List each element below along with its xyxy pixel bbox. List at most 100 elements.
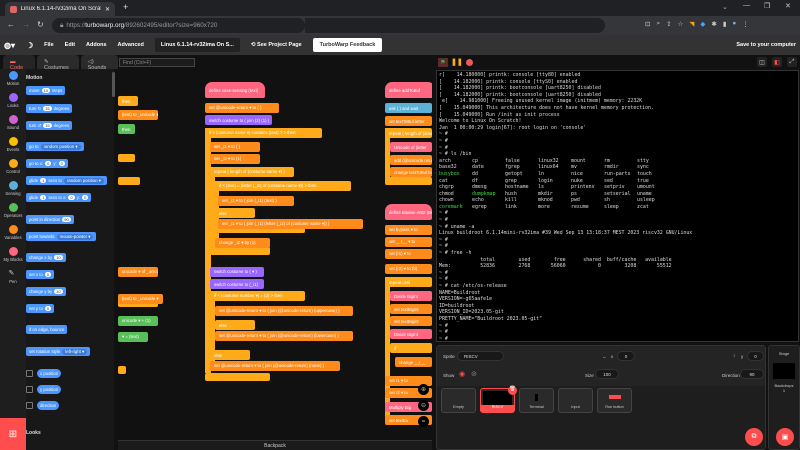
code-block[interactable]: set _i1 ▾ to ( join (_i1) (letter (_i2) … (218, 219, 363, 229)
palette-scrollbar[interactable] (112, 72, 115, 97)
category-events[interactable]: Events (0, 135, 26, 157)
code-block[interactable]: set _i1 ▾ to ( join (_i1) (text) ) (218, 196, 294, 206)
code-block[interactable]: set @unicode-return ▾ to ( join (@unicod… (215, 331, 353, 341)
stage-terminal-output[interactable]: r[ 14.180000] printk: console [tty80] en… (436, 70, 799, 342)
restore-icon[interactable]: ❐ (764, 3, 771, 10)
palette-block[interactable]: turn ↺ 15 degrees (26, 121, 73, 130)
menu-advanced[interactable]: Advanced (117, 42, 144, 48)
code-block[interactable]: set textBigint (390, 304, 432, 314)
reporter-checkbox[interactable] (26, 402, 33, 409)
code-workspace[interactable]: define case-sensing (text) set @unicode-r… (118, 69, 432, 440)
code-block[interactable]: unicode ▾ of _unicode ▾ (118, 267, 158, 277)
small-stage-button[interactable]: ◫ (757, 57, 767, 67)
block-input[interactable]: 10 (54, 255, 63, 260)
code-block[interactable]: set r1 ▾ to (385, 376, 432, 386)
reporter-checkbox[interactable] (26, 386, 33, 393)
code-block[interactable]: else (215, 208, 255, 218)
category-control[interactable]: Control (0, 157, 26, 179)
category-sound[interactable]: Sound (0, 113, 26, 135)
code-block[interactable]: set (r1) ▾ to (385, 249, 432, 259)
palette-block[interactable]: glide 1 secs to x: 0 y: 0 (26, 193, 92, 202)
sprite-tile[interactable]: Input (558, 388, 593, 413)
code-block[interactable]: set _i2 ▾ to (1) (210, 154, 260, 164)
new-tab-icon[interactable]: + (123, 2, 129, 12)
category-looks[interactable]: Looks (0, 91, 26, 113)
category-my-blocks[interactable]: My Blocks (0, 245, 26, 267)
block-input[interactable]: 0 (68, 195, 75, 200)
reporter-checkbox[interactable] (26, 370, 33, 377)
code-block[interactable]: (text) to _unicode ▾ (118, 110, 158, 120)
block-input[interactable]: 15 (43, 123, 52, 128)
block-input[interactable]: 10 (41, 88, 50, 93)
palette-block[interactable]: go to random position ▾ (26, 142, 84, 151)
address-bar-end[interactable] (305, 18, 605, 33)
palette-block[interactable]: change y by 10 (26, 287, 66, 296)
choose-sprite-button[interactable]: ⧉ (745, 428, 763, 446)
code-block[interactable]: unicode ▾ + (1) (118, 316, 158, 326)
code-block[interactable]: else (215, 320, 255, 330)
profile-avatar[interactable]: ● (732, 20, 737, 27)
show-visible-eye-icon[interactable]: ◉ (459, 371, 466, 378)
code-block[interactable]: change textToBuf.len (390, 167, 432, 177)
rss-extension-icon[interactable]: ◥ (689, 21, 695, 28)
delete-sprite-icon[interactable]: 🗑︎ (508, 386, 517, 395)
code-block[interactable]: then (118, 96, 138, 106)
feedback-button[interactable]: TurboWarp Feedback (312, 38, 383, 52)
code-block[interactable]: if < (costume number ▾) = (2) > then (210, 291, 305, 301)
sprite-tile[interactable]: Terminal (519, 388, 554, 413)
block-dropdown[interactable]: random position ▾ (40, 143, 81, 150)
code-block[interactable]: ask ( ) and wait (385, 103, 432, 113)
find-input[interactable]: Find (Ctrl+F) (119, 58, 195, 67)
menu-edit[interactable]: Edit (64, 42, 76, 48)
tab-search-icon[interactable]: ⌄ (722, 4, 728, 11)
code-block[interactable]: switch costume to (_i1) (210, 279, 264, 289)
gem-extension-icon[interactable]: ◆ (700, 21, 706, 28)
code-block[interactable]: set (r2) ▾ to (b) (385, 264, 432, 274)
install-app-icon[interactable]: ⊡ (645, 21, 651, 28)
y-input[interactable]: 0 (747, 351, 764, 361)
green-flag-button[interactable]: ⚑ (438, 57, 448, 67)
language-globe-icon[interactable]: ◍▾ (4, 40, 15, 50)
block-input[interactable]: 1 (40, 178, 47, 183)
code-block[interactable]: set bypass ▾ to (385, 225, 432, 235)
code-block[interactable]: set textBigint (390, 316, 432, 326)
block-input[interactable]: 10 (54, 289, 63, 294)
palette-block[interactable]: point towards mouse-pointer ▾ (26, 232, 97, 241)
normal-stage-button[interactable]: ◧ (772, 57, 782, 67)
code-block[interactable]: add (@unicode.return) (390, 155, 432, 165)
side-panel-icon[interactable]: ▮ (722, 21, 727, 28)
code-block[interactable]: set textBu (385, 415, 432, 425)
palette-block[interactable]: turn ↻ 15 degrees (26, 104, 73, 113)
browser-tab[interactable]: Linux 6.1.14-rv32ima On Scratch ✕ (5, 2, 115, 16)
palette-block[interactable]: set x to 0 (26, 270, 55, 279)
block-input[interactable]: 0 (44, 306, 52, 311)
code-block[interactable]: change _i2 ▾ by (1) (215, 238, 270, 248)
x-input[interactable]: 0 (617, 351, 635, 361)
palette-block[interactable]: glide 1 secs to random position ▾ (26, 176, 107, 185)
palette-reporter[interactable]: y position (37, 385, 62, 394)
code-block[interactable]: if (390, 343, 432, 353)
block-dropdown[interactable]: left-right ▾ (62, 348, 88, 355)
palette-block[interactable]: move 10 steps (26, 86, 66, 95)
project-title-input[interactable]: Linux 6.1.14-rv32ima On S... (154, 38, 240, 52)
code-block[interactable]: Divide Bigint (390, 291, 432, 301)
block-dropdown[interactable]: mouse-pointer ▾ (56, 233, 94, 240)
code-block[interactable]: set _i1 ▾ to ( ) (210, 142, 260, 152)
close-tab-icon[interactable]: ✕ (104, 6, 110, 13)
add-extension-button[interactable]: ⊞ (0, 418, 26, 450)
bookmark-star-icon[interactable]: ☆ (677, 21, 684, 28)
code-block[interactable]: set textToBuf.letter (385, 116, 432, 126)
code-block[interactable]: repeat ( length of (costume name ▾) ) (210, 167, 294, 177)
block-input[interactable]: 0 (58, 161, 65, 166)
direction-input[interactable]: 90 (740, 369, 764, 379)
code-block[interactable]: else (210, 350, 250, 360)
stage-thumbnail[interactable] (773, 363, 795, 379)
code-block[interactable]: repeat until (385, 277, 432, 287)
backpack[interactable]: Backpack (118, 440, 432, 450)
sprite-tile[interactable]: Run button (597, 388, 632, 413)
tab-sounds[interactable]: ◁) Sounds (80, 55, 119, 71)
code-block[interactable]: set r2 ▾ to (385, 388, 432, 398)
choose-backdrop-button[interactable]: ▣ (776, 428, 794, 446)
sprite-name-input[interactable]: RISCV (457, 351, 504, 361)
code-block[interactable]: Divide Bigint (390, 329, 432, 339)
